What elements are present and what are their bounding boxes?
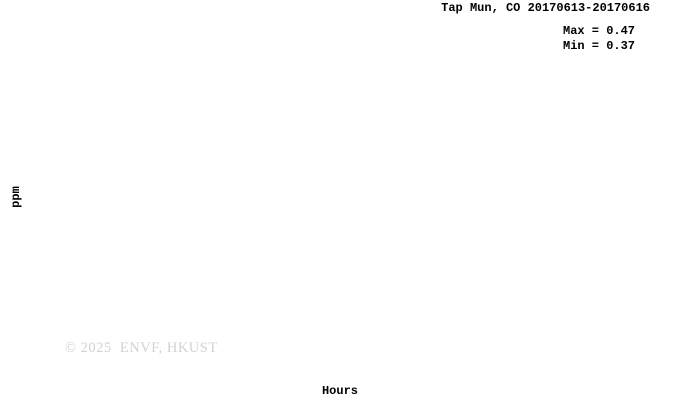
chart-title: Tap Mun, CO 20170613-20170616	[441, 1, 650, 15]
y-axis-label: ppm	[9, 186, 23, 208]
x-axis-label: Hours	[321, 384, 358, 398]
watermark: © 2025 ENVF, HKUST	[65, 340, 218, 356]
min-annotation: Min = 0.37	[563, 39, 636, 53]
max-annotation: Max = 0.47	[563, 24, 636, 38]
